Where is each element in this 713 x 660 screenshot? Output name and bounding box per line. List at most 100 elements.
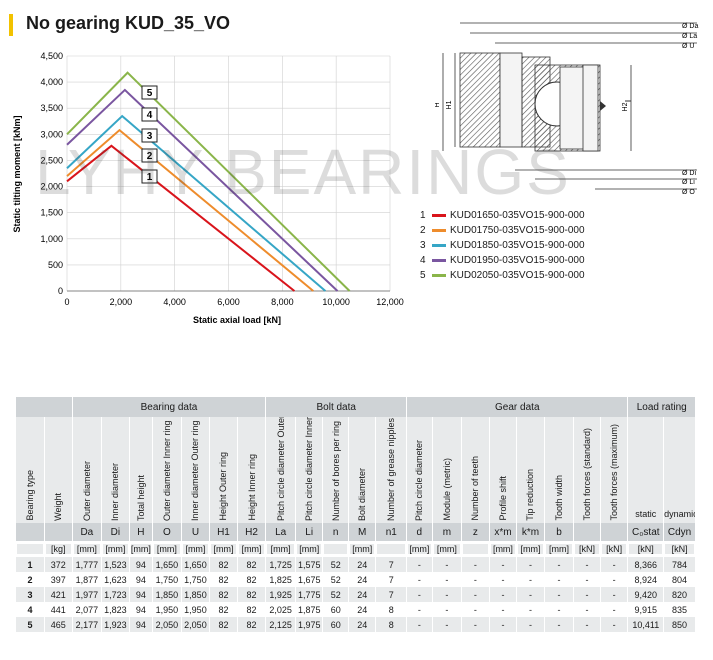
table-column-labels: Bearing type Weight Outer diameter Inner di… bbox=[16, 417, 696, 523]
table-cell: 8,924 bbox=[627, 572, 665, 587]
height-label: H2 bbox=[622, 102, 629, 111]
legend-series-name: KUD01650-035VO15-900-000 bbox=[450, 210, 585, 221]
table-cell: - bbox=[600, 572, 629, 587]
column-unit-text bbox=[377, 544, 406, 554]
table-cell: 82 bbox=[209, 602, 238, 617]
column-label-text: Total height bbox=[135, 474, 146, 521]
table-cell: - bbox=[432, 617, 463, 632]
table-cell: 82 bbox=[237, 572, 267, 587]
column-unit-text: [mm] bbox=[103, 544, 128, 554]
table-cell: - bbox=[406, 557, 433, 572]
dimension-label: Ø Li bbox=[682, 179, 695, 186]
column-label-text: static bbox=[635, 509, 657, 519]
table-cell: - bbox=[461, 587, 490, 602]
table-cell: 94 bbox=[129, 602, 154, 617]
column-unit-text: [mm] bbox=[433, 544, 461, 554]
legend-number: 5 bbox=[420, 270, 426, 281]
column-unit: [kN] bbox=[573, 541, 601, 557]
series-callout-1: 1 bbox=[141, 169, 158, 184]
table-cell: - bbox=[406, 572, 433, 587]
table-cell: - bbox=[461, 617, 490, 632]
column-label: Module (metric) bbox=[432, 417, 463, 523]
column-symbol: U bbox=[181, 523, 211, 541]
table-cell: 1,850 bbox=[152, 587, 182, 602]
height-label: H bbox=[435, 102, 441, 107]
column-unit-text bbox=[463, 544, 488, 554]
table-cell: 1,823 bbox=[101, 602, 130, 617]
column-symbol: z bbox=[461, 523, 490, 541]
column-label-text: Bolt diameter bbox=[357, 467, 368, 521]
column-unit-text: [kg] bbox=[46, 544, 71, 554]
table-cell: 24 bbox=[348, 617, 377, 632]
column-symbol: d bbox=[406, 523, 433, 541]
series-callout-5: 5 bbox=[141, 85, 158, 100]
column-unit bbox=[375, 541, 408, 557]
table-cell: 784 bbox=[663, 557, 696, 572]
tilting-moment-chart: 0 500 1,000 1,500 2,000 2,500 3,000 3,500 4,000 4… bbox=[12, 51, 404, 325]
table-cell: 60 bbox=[322, 602, 349, 617]
y-tick-label: 1,500 bbox=[40, 208, 63, 218]
group-bolt-data: Bolt data bbox=[265, 397, 408, 417]
table-cell: 397 bbox=[44, 572, 73, 587]
table-cell: 4 bbox=[16, 602, 46, 617]
column-symbol: H bbox=[129, 523, 154, 541]
table-cell: - bbox=[544, 617, 575, 632]
table-cell: 2 bbox=[16, 572, 46, 587]
table-cell: 9,420 bbox=[627, 587, 665, 602]
table-cell: - bbox=[516, 602, 545, 617]
bearing-cross-section: Ø Da Ø La Ø U Ø Di Ø Li Ø O H H1 H2 bbox=[435, 22, 698, 196]
table-cell: 1,650 bbox=[181, 557, 211, 572]
column-unit: [mm] bbox=[237, 541, 267, 557]
table-cell: - bbox=[600, 602, 629, 617]
table-cell: 1,623 bbox=[101, 572, 130, 587]
column-label-text: Outer diameter Inner ring bbox=[161, 420, 172, 521]
column-unit-text bbox=[324, 544, 347, 554]
table-cell: - bbox=[489, 587, 518, 602]
column-label: Profile shift bbox=[489, 417, 518, 523]
table-cell: - bbox=[461, 572, 490, 587]
column-unit: [mm] bbox=[101, 541, 130, 557]
column-unit-text: [mm] bbox=[154, 544, 180, 554]
table-cell: 94 bbox=[129, 572, 154, 587]
table-cell: 804 bbox=[663, 572, 696, 587]
column-unit: [mm] bbox=[489, 541, 518, 557]
x-tick-label: 12,000 bbox=[376, 297, 404, 307]
callout-box bbox=[141, 128, 158, 143]
series-line-5 bbox=[66, 71, 351, 292]
table-cell: - bbox=[516, 617, 545, 632]
table-cell: 7 bbox=[375, 572, 408, 587]
table-cell: 82 bbox=[237, 587, 267, 602]
legend-swatch bbox=[432, 228, 446, 232]
table-cell: 82 bbox=[209, 557, 238, 572]
table-cell: 1,975 bbox=[295, 617, 324, 632]
table-row: 4 441 2,077 1,823 94 1,950 1,950 82 82 2,025 1,875… bbox=[16, 602, 696, 617]
dimension-label: Ø Da bbox=[682, 23, 698, 30]
legend-series-name: KUD01850-035VO15-900-000 bbox=[450, 240, 585, 251]
title-accent-bar bbox=[9, 14, 13, 36]
legend-swatch bbox=[432, 213, 446, 217]
column-symbol bbox=[16, 523, 46, 541]
column-unit bbox=[16, 541, 46, 557]
table-cell: 2,077 bbox=[72, 602, 103, 617]
column-symbol: n1 bbox=[375, 523, 408, 541]
column-symbol: C₀stat bbox=[627, 523, 665, 541]
column-unit: [kN] bbox=[600, 541, 629, 557]
column-label-text: Module (metric) bbox=[441, 458, 452, 521]
column-unit-text: [mm] bbox=[349, 544, 375, 554]
dimension-label: Ø U bbox=[682, 43, 694, 50]
column-label: Inner diameter bbox=[101, 417, 130, 523]
column-unit-text: [mm] bbox=[490, 544, 516, 554]
table-cell: 1,575 bbox=[295, 557, 324, 572]
group-load-rating: Load rating bbox=[627, 397, 696, 417]
table-cell: 82 bbox=[237, 557, 267, 572]
callout-label: 2 bbox=[147, 151, 153, 162]
column-label: Weight bbox=[44, 417, 73, 523]
column-unit-text: [kN] bbox=[629, 544, 663, 554]
dimension-label: Ø La bbox=[682, 33, 697, 40]
table-cell: - bbox=[432, 587, 463, 602]
y-tick-label: 0 bbox=[58, 286, 63, 296]
table-cell: - bbox=[432, 572, 463, 587]
callout-label: 1 bbox=[147, 172, 153, 183]
chart-grid bbox=[66, 55, 391, 292]
table-cell: 82 bbox=[209, 572, 238, 587]
